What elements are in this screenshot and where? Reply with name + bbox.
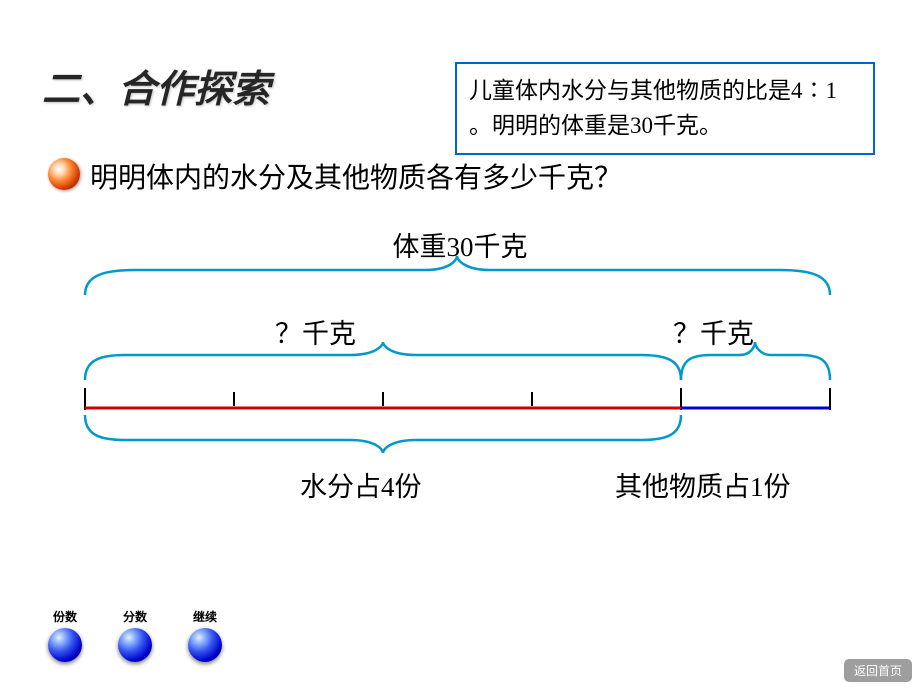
sphere-icon	[118, 628, 152, 662]
section-title: 二、合作探索	[42, 58, 270, 113]
nav-label: 分数	[115, 608, 155, 625]
nav-label: 份数	[45, 608, 85, 625]
nav-label: 继续	[185, 608, 225, 625]
diagram: 体重30千克 ？千克 ？千克 水分占4份 其他物质占1份	[75, 220, 845, 500]
return-home-button[interactable]: 返回首页	[844, 659, 912, 682]
question-text: 明明体内的水分及其他物质各有多少千克？	[90, 156, 622, 196]
nav-button-fenshu1[interactable]: 份数	[45, 608, 85, 662]
diagram-svg	[75, 220, 845, 500]
nav-button-continue[interactable]: 继续	[185, 608, 225, 662]
bullet-icon	[48, 158, 80, 190]
sphere-icon	[48, 628, 82, 662]
info-box: 儿童体内水分与其他物质的比是4∶1 。明明的体重是30千克。	[455, 62, 875, 155]
sphere-icon	[188, 628, 222, 662]
nav-button-fenshu2[interactable]: 分数	[115, 608, 155, 662]
